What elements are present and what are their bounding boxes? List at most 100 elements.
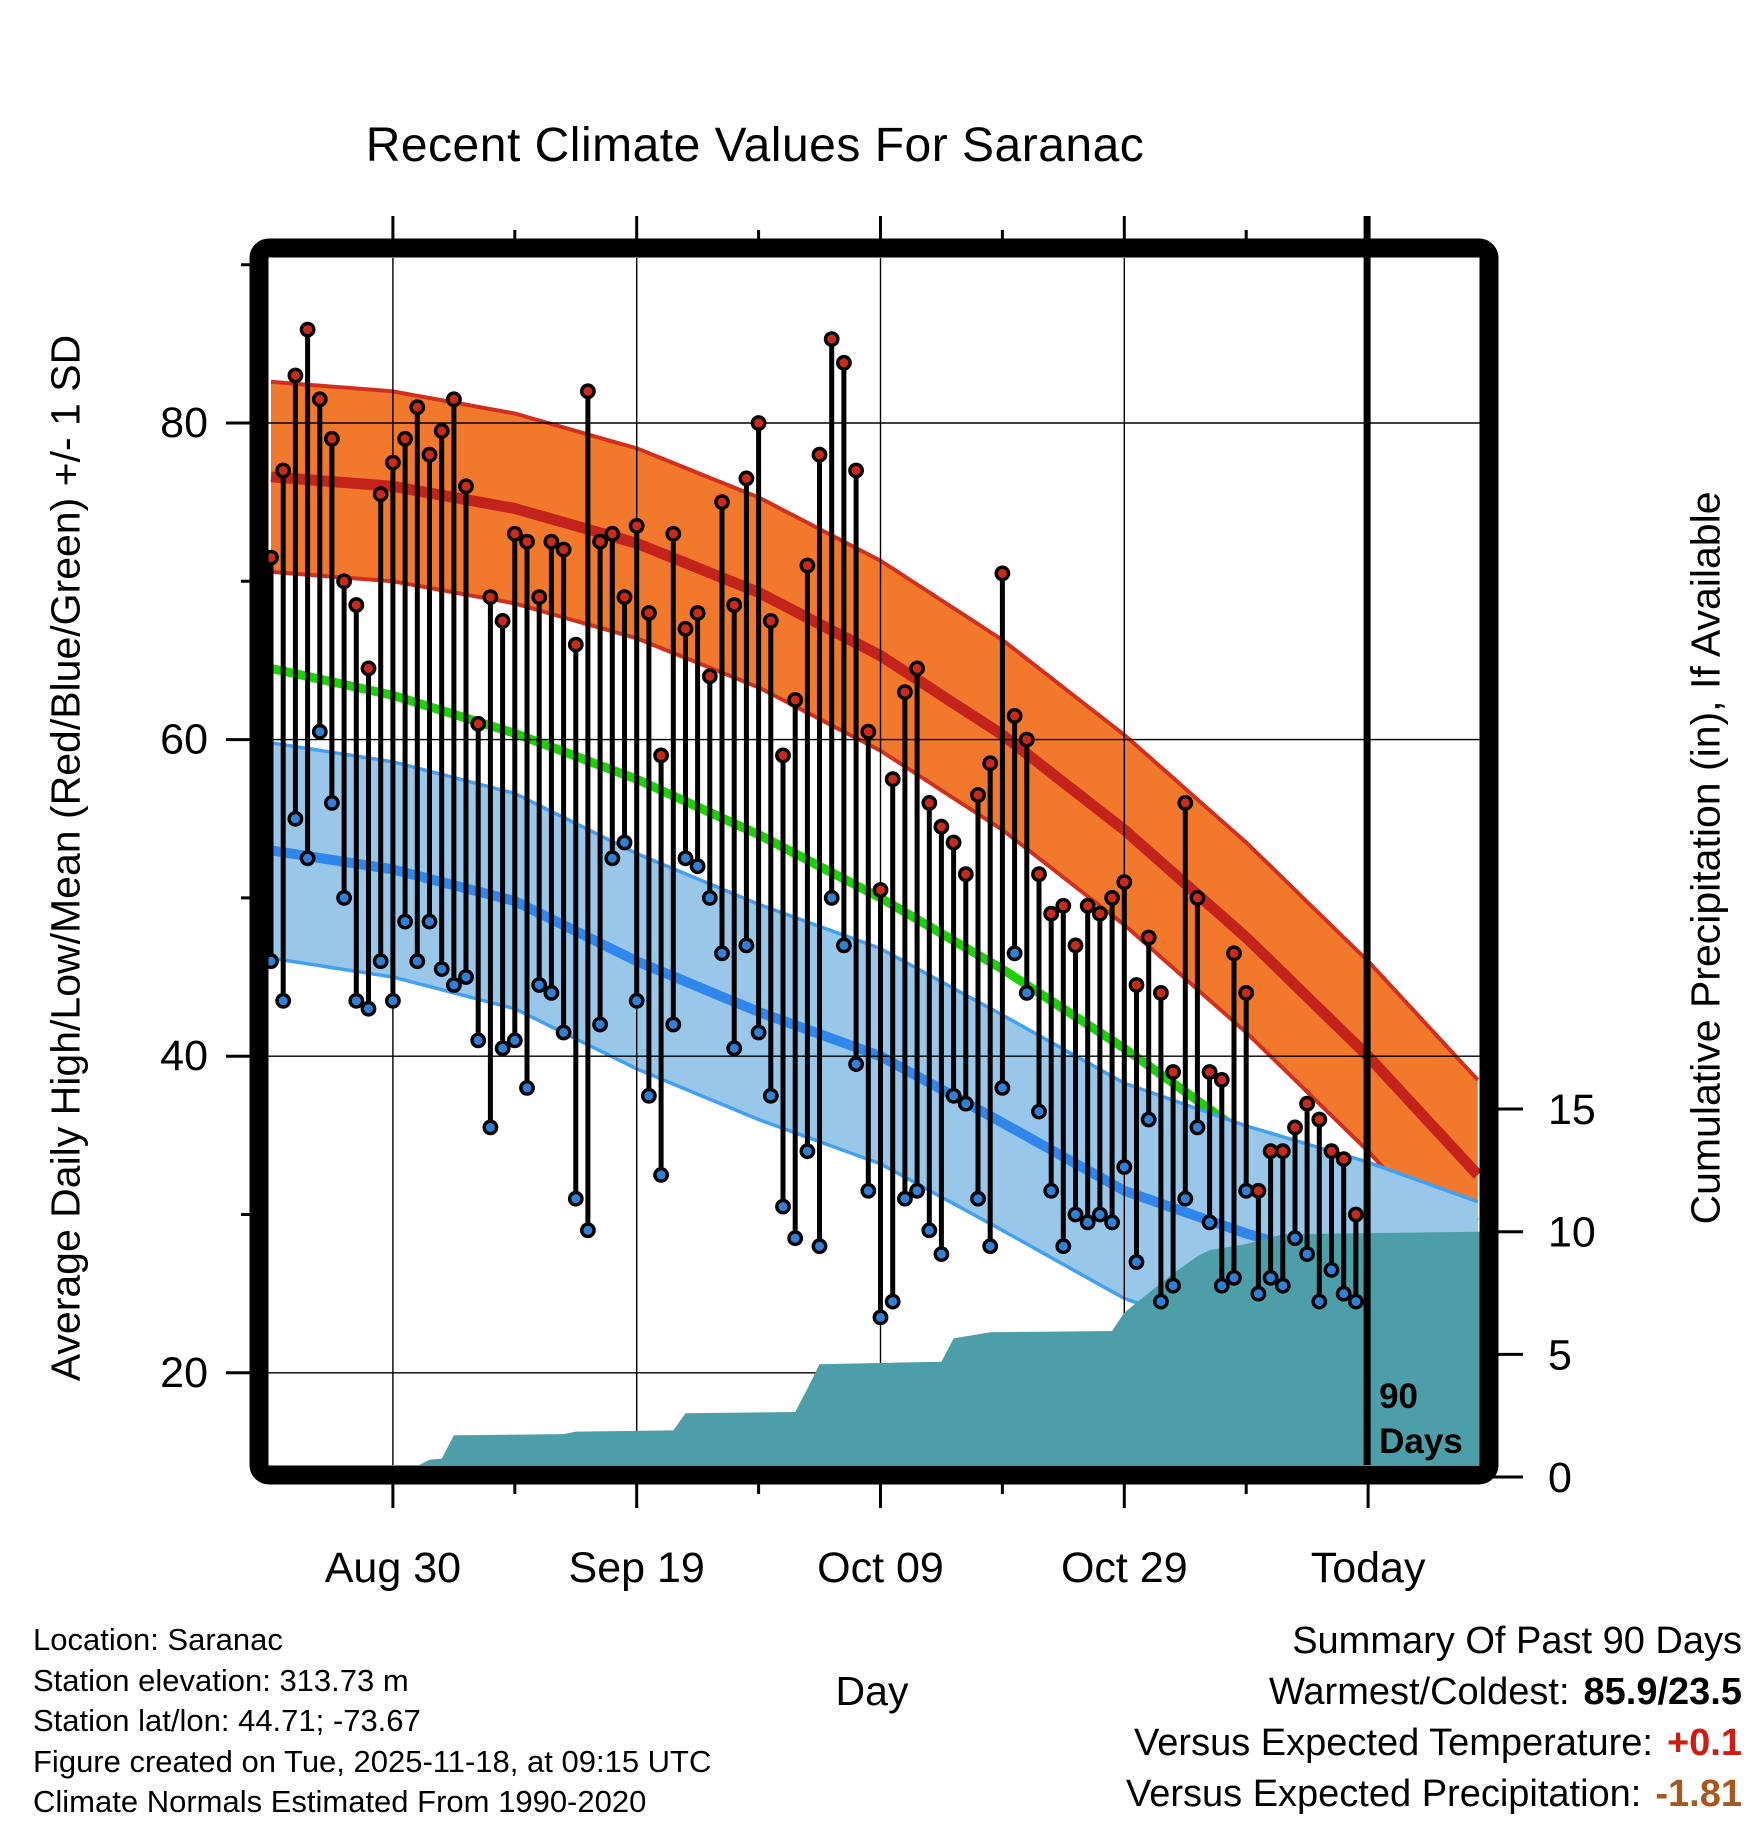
low-dot bbox=[921, 1222, 938, 1239]
low-dot bbox=[580, 1222, 596, 1239]
high-dot bbox=[1250, 1182, 1267, 1199]
low-dot bbox=[665, 1016, 682, 1033]
low-dot bbox=[628, 992, 645, 1009]
high-dot bbox=[531, 589, 548, 605]
high-dot bbox=[1055, 897, 1072, 914]
high-dot bbox=[1299, 1095, 1316, 1112]
high-dot bbox=[970, 787, 986, 803]
precip-area bbox=[419, 1231, 1480, 1465]
low-dot bbox=[823, 890, 840, 906]
high-dot bbox=[567, 636, 584, 653]
low-dot bbox=[1006, 945, 1023, 962]
x-tick-label: Aug 30 bbox=[325, 1544, 461, 1592]
high-dot bbox=[1348, 1206, 1364, 1223]
high-dot bbox=[897, 684, 913, 700]
high-dot bbox=[506, 525, 523, 542]
low-dot bbox=[494, 1040, 511, 1057]
low-dot bbox=[372, 953, 389, 970]
low-dot bbox=[860, 1182, 877, 1199]
low-dot bbox=[1299, 1246, 1316, 1263]
high-dot bbox=[982, 755, 999, 772]
low-dot bbox=[1092, 1206, 1108, 1223]
low-dot bbox=[1323, 1262, 1340, 1278]
low-dot bbox=[397, 913, 413, 930]
high-dot bbox=[957, 866, 974, 883]
high-dot bbox=[360, 660, 377, 677]
low-dot bbox=[1043, 1182, 1060, 1199]
low-dot bbox=[1104, 1214, 1121, 1231]
high-dot bbox=[811, 446, 828, 463]
high-dot bbox=[580, 383, 596, 400]
low-dot bbox=[1262, 1269, 1279, 1286]
high-dot bbox=[665, 525, 682, 542]
low-dot bbox=[957, 1095, 974, 1112]
x-tick-label: Sep 19 bbox=[569, 1544, 705, 1592]
high-dot bbox=[787, 692, 804, 708]
high-dot bbox=[543, 533, 560, 550]
footer-normals: Climate Normals Estimated From 1990-2020 bbox=[33, 1784, 647, 1819]
summary-heading: Summary Of Past 90 Days bbox=[1292, 1620, 1742, 1662]
footer-created: Figure created on Tue, 2025-11-18, at 09… bbox=[33, 1743, 712, 1779]
high-dot bbox=[836, 354, 852, 371]
low-dot bbox=[506, 1032, 523, 1049]
low-dot bbox=[701, 890, 718, 906]
low-dot bbox=[1177, 1190, 1194, 1207]
summary-value: +0.1 bbox=[1666, 1722, 1742, 1764]
summary-panel: Summary Of Past 90 Days Warmest/Coldest:… bbox=[1126, 1616, 1742, 1820]
high-dot bbox=[348, 597, 365, 613]
low-dot bbox=[555, 1024, 572, 1041]
low-dot bbox=[519, 1080, 535, 1096]
high-dot bbox=[1092, 905, 1108, 922]
low-dot bbox=[1165, 1277, 1182, 1294]
high-dot bbox=[994, 565, 1011, 582]
high-dot bbox=[1226, 945, 1242, 962]
high-dot bbox=[823, 331, 840, 347]
low-dot bbox=[848, 1056, 864, 1073]
high-dot bbox=[872, 882, 889, 898]
low-dot bbox=[945, 1087, 962, 1104]
high-dot bbox=[641, 605, 657, 621]
low-dot bbox=[1116, 1159, 1133, 1175]
high-dot bbox=[470, 715, 487, 732]
y-right-tick-label: 10 bbox=[1548, 1209, 1596, 1257]
high-dot bbox=[1128, 977, 1145, 993]
high-dot bbox=[677, 620, 694, 637]
low-dot bbox=[287, 810, 304, 827]
low-dot bbox=[872, 1309, 889, 1326]
high-dot bbox=[555, 541, 572, 558]
low-dot bbox=[775, 1198, 791, 1215]
low-dot bbox=[714, 945, 730, 962]
low-dot bbox=[311, 723, 328, 740]
high-dot bbox=[336, 573, 352, 590]
high-dot bbox=[458, 478, 474, 495]
y-left-tick-label: 40 bbox=[160, 1032, 208, 1080]
high-dot bbox=[397, 430, 413, 447]
high-dot bbox=[1323, 1143, 1340, 1160]
low-dot bbox=[787, 1230, 804, 1247]
high-dot bbox=[1079, 897, 1096, 914]
low-dot bbox=[1201, 1214, 1218, 1231]
high-dot bbox=[860, 723, 877, 740]
low-dot bbox=[970, 1190, 986, 1207]
x-axis-title: Day bbox=[835, 1668, 909, 1714]
low-dot bbox=[1335, 1285, 1352, 1302]
y-right-tick-label: 0 bbox=[1548, 1454, 1572, 1502]
summary-label: Warmest/Coldest: bbox=[1268, 1671, 1570, 1713]
high-dot bbox=[372, 486, 389, 503]
low-dot bbox=[884, 1293, 901, 1310]
low-dot bbox=[677, 850, 694, 867]
y-right-tick-label: 15 bbox=[1548, 1086, 1596, 1134]
high-dot bbox=[726, 597, 743, 613]
footer-metadata: Location: Saranac Station elevation: 313… bbox=[33, 1620, 711, 1823]
low-dot bbox=[982, 1238, 999, 1255]
high-dot bbox=[1006, 708, 1023, 724]
high-dot bbox=[653, 747, 669, 764]
low-dot bbox=[994, 1080, 1011, 1096]
high-dot bbox=[945, 834, 962, 851]
low-dot bbox=[1067, 1206, 1084, 1223]
high-dot bbox=[1018, 731, 1035, 748]
low-dot bbox=[750, 1024, 767, 1041]
low-dot bbox=[1226, 1269, 1242, 1286]
